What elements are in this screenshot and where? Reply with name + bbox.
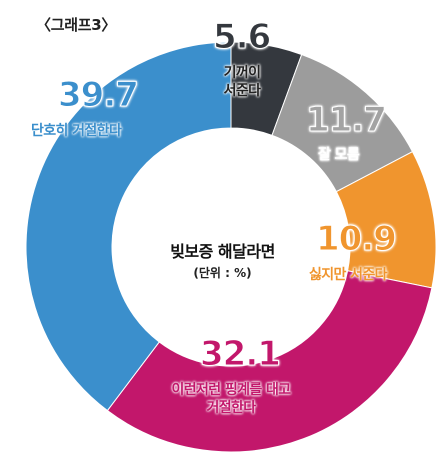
category-label-line: 잘 모름 (318, 147, 360, 163)
chart-caption: 〈그래프3〉 (36, 16, 117, 34)
value-label-unsure: 11.7 (306, 100, 388, 140)
category-label-excuses: 이런저런 핑계를 대고 거절한다 (141, 381, 321, 417)
center-unit: (단위 : %) (193, 266, 252, 280)
value-label-reluctantly: 10.9 (316, 219, 398, 259)
donut-slice-excuses (106, 270, 433, 453)
category-label-line: 거절한다 (206, 400, 256, 416)
category-label-unsure: 잘 모름 (318, 146, 360, 164)
category-label-line: 기꺼이 (223, 65, 261, 81)
donut-slice-firmly (25, 41, 232, 412)
value-label-willingly: 5.6 (212, 17, 271, 57)
category-label-line: 서준다 (223, 83, 261, 99)
category-label-reluctantly: 싫지만 서준다 (309, 266, 388, 284)
category-label-line: 이런저런 핑계를 대고 (171, 382, 291, 398)
category-label-line: 단호히 거절한다 (31, 123, 122, 139)
category-label-willingly: 기꺼이 서준다 (210, 64, 274, 100)
category-label-firmly: 단호히 거절한다 (31, 122, 122, 140)
value-label-excuses: 32.1 (200, 334, 282, 374)
value-label-firmly: 39.7 (58, 75, 140, 115)
category-label-line: 싫지만 서준다 (309, 267, 388, 283)
center-title: 빚보증 해달라면 (170, 242, 275, 261)
